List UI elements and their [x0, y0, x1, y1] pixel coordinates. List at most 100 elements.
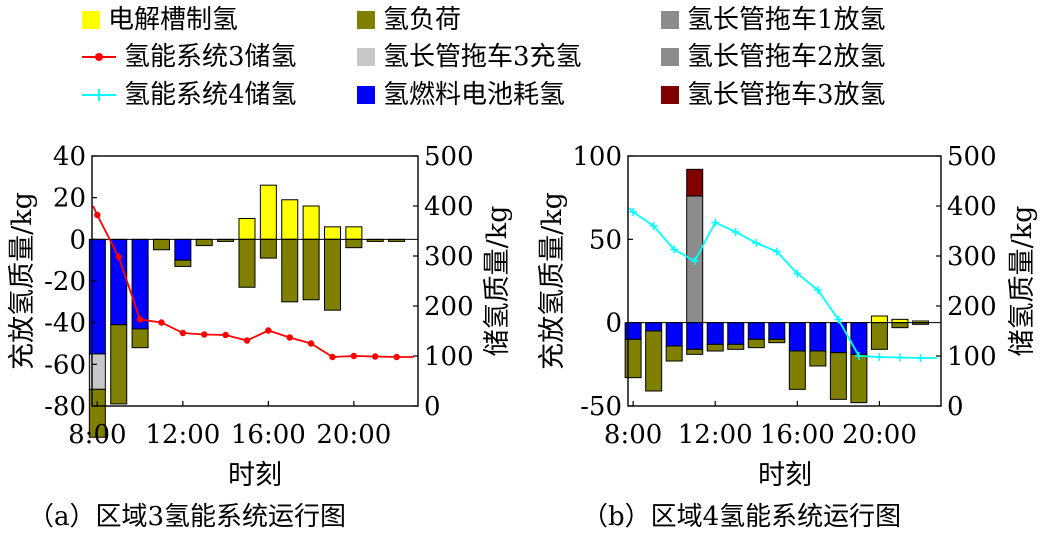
- y-tick-label-left: 0: [605, 309, 622, 339]
- legend-label: 氢负荷: [383, 5, 462, 35]
- legend-label: 氢能系统3储氢: [124, 42, 297, 72]
- bar: [850, 353, 868, 404]
- bar: [727, 343, 745, 350]
- legend-label: 氢长管拖车3放氢: [687, 80, 886, 110]
- legend-label: 氢长管拖车2放氢: [687, 42, 886, 72]
- storage-point: [854, 352, 863, 360]
- storage-point: [629, 208, 638, 216]
- bar: [302, 238, 320, 301]
- bar: [88, 388, 106, 438]
- plot-frame: [627, 155, 942, 407]
- legend-label: 氢能系统4储氢: [124, 80, 297, 110]
- y-tick-label-right: 0: [947, 392, 964, 422]
- legend-swatch: [357, 11, 375, 29]
- legend-item: 氢燃料电池耗氢: [357, 78, 565, 112]
- bar: [281, 238, 299, 303]
- bar: [686, 348, 704, 355]
- y-tick-label-right: 100: [947, 342, 997, 372]
- bar: [686, 168, 704, 197]
- bar: [624, 338, 642, 379]
- legend-line-marker: [82, 47, 116, 67]
- bar: [174, 259, 192, 267]
- storage-point: [350, 352, 358, 360]
- storage-point: [158, 319, 165, 326]
- y-tick-label-right: 500: [424, 142, 474, 172]
- y-tick-label-left: -20: [44, 267, 86, 297]
- bar: [809, 322, 827, 352]
- y-tick-label-left: 50: [589, 225, 622, 255]
- x-tick-label: 8:00: [604, 420, 662, 450]
- y-tick-label-left: -40: [44, 309, 86, 339]
- bar: [238, 218, 256, 240]
- bar: [110, 324, 128, 405]
- legend-label: 氢长管拖车3充氢: [383, 42, 582, 72]
- storage-point: [895, 353, 904, 362]
- storage-point: [690, 257, 699, 265]
- bar: [706, 343, 724, 352]
- storage-point: [243, 337, 251, 344]
- bar: [829, 352, 847, 400]
- bar: [747, 338, 765, 349]
- storage-point: [372, 353, 379, 360]
- legend-item: 电解槽制氢: [82, 3, 238, 37]
- bar: [829, 322, 847, 354]
- storage-point: [222, 331, 229, 339]
- bar: [152, 238, 170, 251]
- legend-line-marker: [82, 85, 116, 105]
- storage-point: [875, 353, 884, 361]
- storage-point: [94, 211, 101, 219]
- legend-item: 氢长管拖车1放氢: [661, 3, 886, 37]
- legend-swatch: [661, 86, 679, 104]
- storage-point: [793, 269, 802, 278]
- y-tick-label-left: 20: [53, 184, 86, 214]
- storage-point: [393, 353, 400, 361]
- storage-point: [916, 354, 925, 362]
- caption-a: （a）区域3氢能系统运行图: [28, 502, 347, 532]
- bar: [323, 238, 341, 311]
- legend-item: 氢负荷: [357, 3, 461, 37]
- storage-point: [265, 327, 272, 334]
- bar: [809, 350, 827, 367]
- bar: [131, 328, 149, 349]
- storage-point: [649, 222, 658, 230]
- y-axis-label-right: 储氢质量/kg: [482, 206, 513, 357]
- storage-point: [834, 315, 843, 324]
- storage-point: [115, 253, 122, 261]
- storage-point: [307, 340, 315, 347]
- bar: [645, 322, 663, 332]
- y-tick-label-right: 200: [424, 292, 474, 322]
- bar: [686, 322, 704, 350]
- bar: [788, 350, 806, 390]
- legend-swatch: [661, 48, 679, 66]
- y-tick-label-left: 40: [53, 142, 86, 172]
- storage-point: [136, 316, 144, 323]
- y-axis-label-right: 储氢质量/kg: [1007, 206, 1038, 357]
- bar: [747, 322, 765, 340]
- x-tick-label: 20:00: [842, 420, 917, 450]
- y-tick-label-right: 400: [947, 192, 997, 222]
- bar: [768, 322, 786, 340]
- x-axis-label: 时刻: [228, 460, 282, 491]
- bar: [870, 322, 888, 350]
- legend: 电解槽制氢 氢负荷 氢长管拖车1放氢 氢能系统3储氢 氢长管拖车3充氢 氢长管拖车2放氢氢…: [0, 0, 1043, 120]
- legend-label: 氢长管拖车1放氢: [687, 5, 886, 35]
- bar: [665, 322, 683, 347]
- y-tick-label-left: -80: [44, 392, 86, 422]
- x-tick-label: 8:00: [68, 420, 126, 450]
- y-tick-label-right: 200: [947, 292, 997, 322]
- y-axis-label-left: 充放氢质量/kg: [537, 192, 568, 370]
- storage-point: [711, 218, 720, 227]
- y-tick-label-left: 100: [572, 142, 622, 172]
- legend-label: 氢燃料电池耗氢: [383, 80, 566, 110]
- bar: [665, 345, 683, 362]
- bar: [174, 238, 192, 261]
- legend-swatch: [82, 11, 100, 29]
- bar: [195, 238, 213, 247]
- storage-point: [179, 329, 187, 337]
- y-tick-label-right: 500: [947, 142, 997, 172]
- y-tick-label-right: 400: [424, 192, 474, 222]
- bar: [302, 205, 320, 240]
- bar: [645, 330, 663, 392]
- bar: [891, 322, 909, 329]
- legend-item: 氢能系统4储氢: [82, 78, 297, 112]
